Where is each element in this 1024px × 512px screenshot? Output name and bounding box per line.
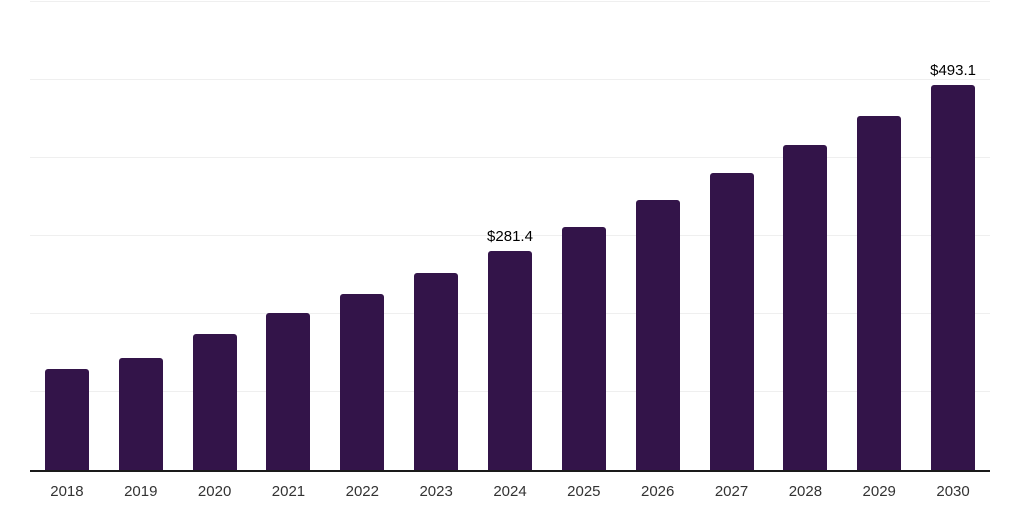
x-tick-2018: 2018 [50,483,84,500]
bar-2023 [414,273,459,470]
x-tick-2029: 2029 [862,483,896,500]
bar-2021 [266,313,311,470]
x-tick-2022: 2022 [345,483,379,500]
gridline-400 [30,157,990,158]
bar-2020 [192,334,237,470]
bar-2029 [857,116,902,470]
x-tick-2028: 2028 [788,483,823,500]
x-tick-2021: 2021 [271,483,306,500]
bar-2018 [44,369,89,470]
value-label-2024: $281.4 [487,227,533,245]
x-tick-2024: 2024 [493,483,527,500]
x-tick-2019: 2019 [124,483,158,500]
x-tick-2025: 2025 [567,483,601,500]
bar-2030 [931,85,976,470]
gridline-500 [30,79,990,80]
bar-2025 [561,226,606,470]
bar-2028 [783,145,828,470]
x-tick-2020: 2020 [197,483,232,500]
gridline-300 [30,235,990,236]
bar-2019 [118,357,163,470]
x-tick-2030: 2030 [936,483,970,500]
bar-2027 [709,173,754,470]
x-tick-2027: 2027 [714,483,749,500]
bar-2022 [340,293,385,470]
bar-2026 [635,199,680,470]
x-tick-2023: 2023 [419,483,453,500]
bar-2024 [488,250,532,470]
gridline-600 [30,1,990,2]
plot-area: $281.4 $493.1 [30,1,990,472]
x-axis: 2018 2019 2020 2021 2022 2023 2024 2025 2026 2027… [30,484,990,508]
value-label-2030: $493.1 [930,62,977,80]
x-tick-2026: 2026 [641,483,675,500]
